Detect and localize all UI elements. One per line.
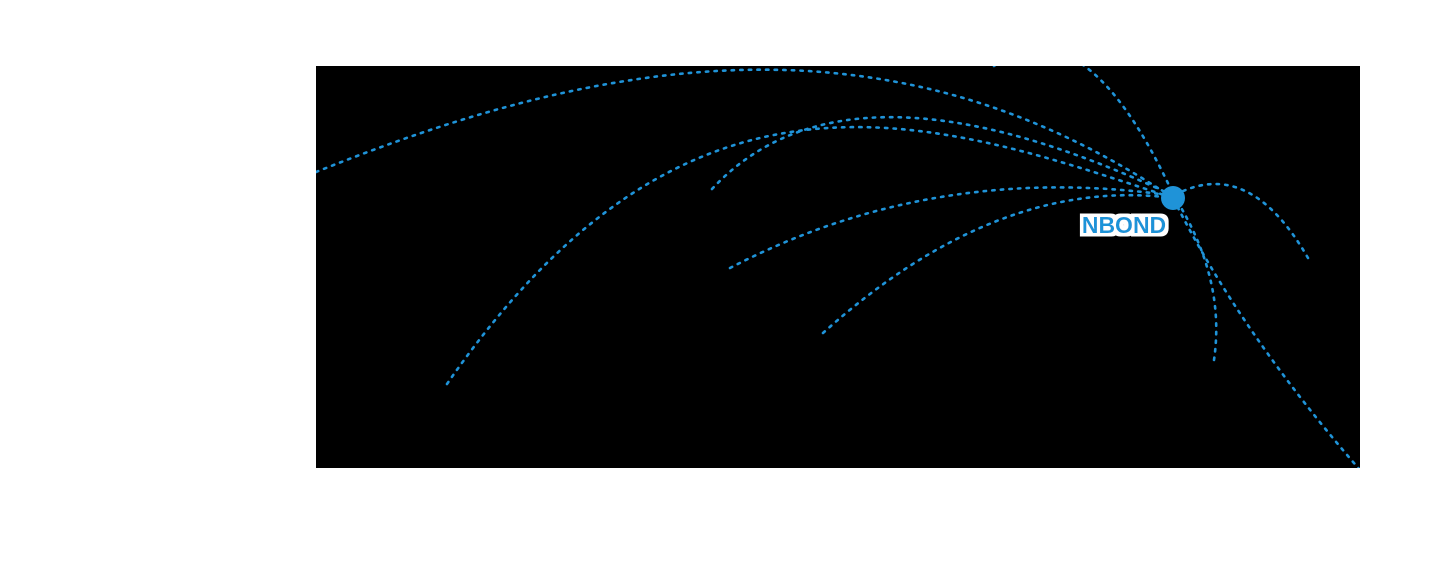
svg-text:NBOND: NBOND — [1082, 212, 1166, 238]
